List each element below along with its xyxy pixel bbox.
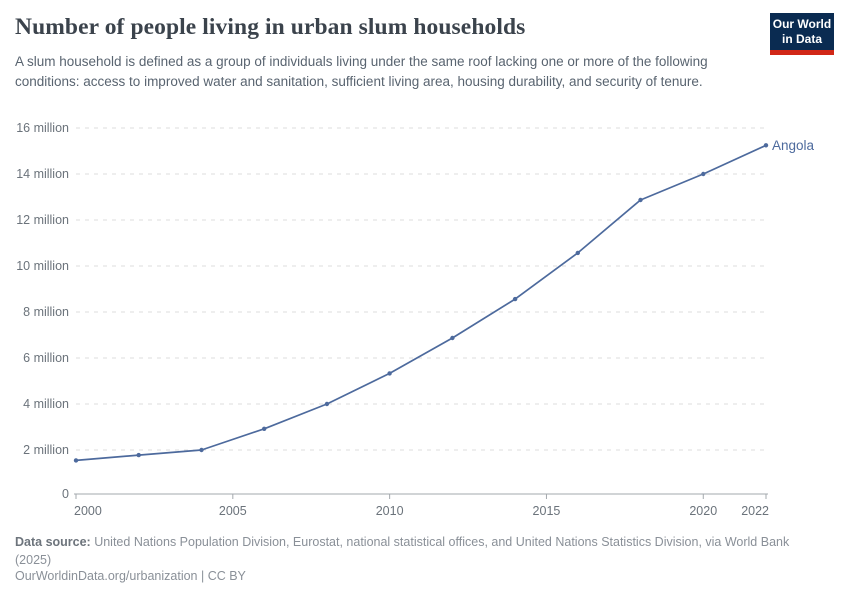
y-axis-tick-label: 6 million	[23, 351, 69, 365]
datasource-label: Data source:	[15, 535, 91, 549]
y-axis-tick-label: 16 million	[16, 121, 69, 135]
data-point[interactable]	[136, 452, 141, 458]
data-point[interactable]	[638, 197, 643, 203]
owid-logo[interactable]: Our World in Data	[770, 13, 834, 55]
x-axis-tick-label: 2022	[741, 504, 769, 518]
footer-datasource: Data source: United Nations Population D…	[15, 533, 821, 569]
data-point[interactable]	[450, 335, 455, 341]
y-axis-tick-label: 10 million	[16, 259, 69, 273]
x-axis-tick-label: 2000	[74, 504, 102, 518]
series-end-label[interactable]: Angola	[772, 138, 815, 153]
owid-logo-line1: Our World	[772, 17, 832, 31]
y-axis-tick-label: 0	[62, 487, 69, 501]
data-point[interactable]	[512, 296, 518, 302]
x-axis-tick-label: 2020	[689, 504, 717, 518]
y-axis-tick-label: 2 million	[23, 443, 69, 457]
data-point[interactable]	[262, 426, 267, 431]
data-point[interactable]	[763, 143, 769, 148]
datasource-text: United Nations Population Division, Euro…	[15, 535, 790, 568]
data-point[interactable]	[199, 447, 204, 453]
footer-link-line[interactable]: OurWorldinData.org/urbanization | CC BY	[15, 569, 246, 583]
y-axis-tick-label: 12 million	[16, 213, 69, 227]
data-point[interactable]	[701, 171, 706, 177]
data-point[interactable]	[324, 401, 330, 407]
x-axis-tick-label: 2010	[376, 504, 404, 518]
data-point[interactable]	[387, 371, 392, 376]
owid-logo-line2: in Data	[781, 32, 822, 46]
y-axis-tick-label: 14 million	[16, 167, 69, 181]
y-axis-tick-label: 4 million	[23, 397, 69, 411]
x-axis-tick-label: 2005	[219, 504, 247, 518]
y-axis-tick-label: 8 million	[23, 305, 69, 319]
data-point[interactable]	[575, 250, 580, 256]
page-title: Number of people living in urban slum ho…	[15, 14, 526, 40]
chart-subtitle: A slum household is defined as a group o…	[15, 54, 708, 90]
data-point[interactable]	[73, 458, 79, 463]
data-line-angola[interactable]	[75, 144, 767, 462]
x-axis-tick-label: 2015	[533, 504, 561, 518]
